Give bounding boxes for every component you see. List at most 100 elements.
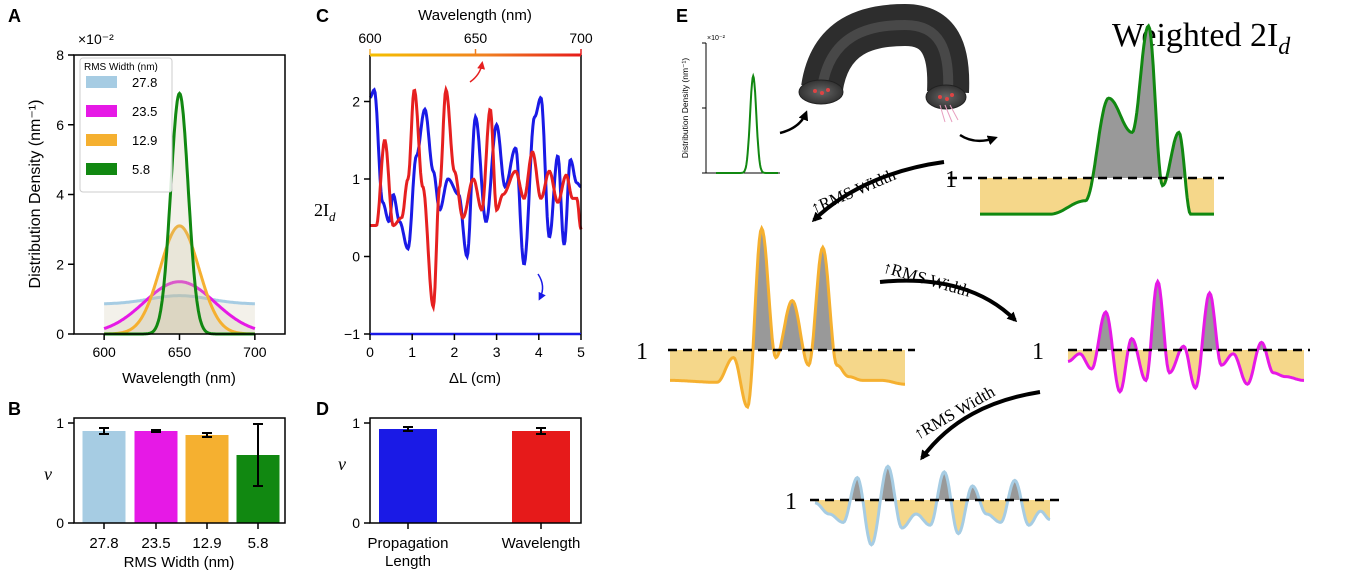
rms-arrow-2 <box>879 278 1018 323</box>
fiber-core <box>813 89 817 93</box>
panel-c-series-0 <box>369 87 582 266</box>
fiber-core <box>826 88 830 92</box>
panel-d-bar <box>379 429 437 523</box>
panel-a-fill-5.8 <box>104 93 255 335</box>
fiber-highlight <box>817 19 954 93</box>
panel-e-baseline-label: 1 <box>636 339 648 365</box>
panel-e-title-main: Weighted 2I <box>1112 17 1278 54</box>
fiber-core <box>945 97 949 101</box>
panel-a-xtick-label: 650 <box>168 344 192 360</box>
panel-a-ytick-label: 4 <box>56 187 64 203</box>
panel-label-e: E <box>676 6 688 26</box>
panel-e-trace-5.8 <box>980 23 1214 216</box>
panel-a-frame <box>73 54 286 335</box>
panel-b-plot-area: 27.8 23.5 12.9 5.8 0 1 <box>56 415 286 552</box>
panel-e-fill-above-5.8 <box>980 26 1214 178</box>
rms-arrow-2-text: RMS Width <box>889 260 973 301</box>
panel-e-fill-above-12.9 <box>670 228 905 350</box>
panel-c-ytick-label: 1 <box>352 171 360 187</box>
panel-a-legend-box <box>79 57 173 193</box>
panel-e-schematic: Weighted 2Id ×10⁻² Distribution Density … <box>636 3 1310 547</box>
panel-c-ylabel-sub: d <box>329 209 336 224</box>
panel-b-ylabel: ν <box>44 464 52 484</box>
fiber-core <box>950 93 954 97</box>
inset-scale-label: ×10⁻² <box>707 35 726 42</box>
panel-b-xlabel: RMS Width (nm) <box>124 554 235 571</box>
panel-a-legend-title: RMS Width (nm) <box>84 62 158 73</box>
panel-e-traces: 1 1 1 1 <box>636 23 1310 547</box>
panel-e-baseline-label: 1 <box>945 167 957 193</box>
panel-a-legend-label: 27.8 <box>132 75 157 90</box>
rms-arrow-1 <box>811 160 945 223</box>
panel-b-ytick-label: 1 <box>56 415 64 431</box>
panel-c-xtick-label: 3 <box>493 344 501 360</box>
panel-label-b: B <box>8 399 21 419</box>
inset-curve <box>716 72 778 174</box>
panel-a-line-23.5 <box>103 280 256 331</box>
panel-a-legend-label: 5.8 <box>132 162 150 177</box>
inset-distribution: ×10⁻² Distribution Density (nm⁻¹) <box>680 35 780 174</box>
panel-d-xtick-label: Wavelength <box>502 535 581 552</box>
panel-a-legend-label: 23.5 <box>132 104 157 119</box>
panel-b-xtick-label: 27.8 <box>89 535 118 552</box>
panel-c-ytick-label: 2 <box>352 94 360 110</box>
panel-label-d: D <box>316 399 329 419</box>
panel-a-ylabel: Distribution Density (nm⁻¹) <box>27 100 44 289</box>
panel-a-ytick-label: 0 <box>56 326 64 342</box>
panel-b-bar <box>185 435 229 523</box>
panel-a-line-27.8 <box>104 294 255 306</box>
panel-c-top-xtick-label: 650 <box>464 30 488 46</box>
panel-c-top-xtick-label: 700 <box>569 30 593 46</box>
panel-c-xtick-label: 0 <box>366 344 374 360</box>
panel-d-frame <box>369 417 582 524</box>
panel-a-legend-swatch <box>86 134 117 146</box>
panel-label-c: C <box>316 6 329 26</box>
panel-d-ylabel: ν <box>338 454 346 474</box>
rms-arrow-3-text: RMS Width <box>918 382 999 440</box>
panel-c-top-xlabel: Wavelength (nm) <box>418 7 532 24</box>
panel-b-ytick-label: 0 <box>56 515 64 531</box>
panel-e-title: Weighted 2Id <box>1112 17 1291 60</box>
rms-arrow-1-label: ↑RMS Width <box>808 165 899 218</box>
fiber-illustration <box>779 3 998 146</box>
panel-d-ytick-label: 1 <box>352 415 360 431</box>
panel-e-fill-below-12.9 <box>670 350 905 407</box>
panel-e-title-sub: d <box>1278 34 1291 60</box>
panel-d-ytick-label: 0 <box>352 515 360 531</box>
panel-c-ytick-label: 0 <box>352 249 360 265</box>
panel-a-fill-12.9 <box>104 225 255 334</box>
panel-d-bar <box>512 431 570 523</box>
panel-c-ytick-label: −1 <box>344 326 360 342</box>
panel-d-xtick-label: Propagation <box>368 535 449 552</box>
fiber-core <box>938 95 942 99</box>
panel-c-chart: 0 1 2 3 4 5 600 650 700 −1 0 1 2 Wavelength (nm) ΔL … <box>314 7 593 387</box>
blue-direction-arrow <box>537 273 546 301</box>
panel-e-trace-27.8 <box>814 464 1051 547</box>
panel-a-plot-area: 600 650 700 0 2 4 6 8 <box>56 47 267 360</box>
panel-a-chart: 600 650 700 0 2 4 6 8 ×10⁻² Wavelength (nm) Dis… <box>27 31 286 387</box>
panel-b-frame <box>73 417 286 524</box>
rms-arrow-3 <box>920 390 1041 461</box>
panel-b-xtick-label: 5.8 <box>248 535 269 552</box>
fiber-end-right <box>925 84 967 110</box>
inset-ylabel: Distribution Density (nm⁻¹) <box>680 58 690 159</box>
panel-e-trace-23.5 <box>1067 278 1304 395</box>
panel-a-scale-label: ×10⁻² <box>78 31 114 47</box>
panel-e-baseline-label: 1 <box>785 489 797 515</box>
panel-c-series-1 <box>370 84 583 313</box>
panel-d-xtick-label: Length <box>385 553 431 570</box>
panel-c-xtick-label: 5 <box>577 344 585 360</box>
red-direction-arrow <box>469 61 486 83</box>
panel-a-line-12.9 <box>104 224 255 336</box>
panel-a-legend-swatch <box>86 105 117 117</box>
panel-a-legend-label: 12.9 <box>132 133 157 148</box>
panel-c-ylabel: 2Id <box>314 200 336 224</box>
panel-a-xlabel: Wavelength (nm) <box>122 370 236 387</box>
panel-c-xtick-label: 2 <box>451 344 459 360</box>
rms-arrow-3-label: ↑RMS Width <box>911 382 999 444</box>
panel-a-ytick-label: 2 <box>56 256 64 272</box>
panel-b-bar <box>134 431 178 523</box>
light-ray <box>949 104 959 121</box>
panel-e-baseline-label: 1 <box>1032 339 1044 365</box>
